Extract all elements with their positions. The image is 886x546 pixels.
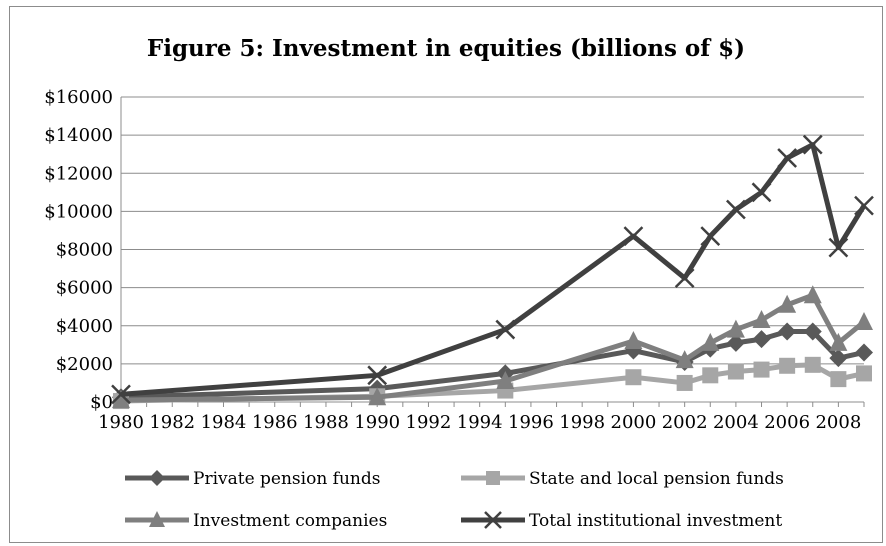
x-marker <box>623 226 644 247</box>
triangle-marker <box>726 319 745 338</box>
legend-label: Private pension funds <box>193 469 380 489</box>
square-marker <box>753 361 770 378</box>
triangle-marker <box>675 350 694 369</box>
triangle-marker <box>701 332 720 351</box>
x-tick-label: 2006 <box>764 412 810 433</box>
x-marker-stroke <box>674 268 695 288</box>
x-tick-label: 1982 <box>149 412 195 433</box>
x-marker-stroke <box>495 319 516 340</box>
x-marker-stroke <box>777 148 798 168</box>
x-tick-label: 1992 <box>406 412 452 433</box>
diamond-marker <box>752 330 771 349</box>
gridlines <box>121 96 864 365</box>
y-tick-label: $8000 <box>56 240 113 261</box>
x-marker <box>751 182 772 203</box>
x-tick-label: 1996 <box>508 412 554 433</box>
legend-item: Private pension funds <box>125 469 380 489</box>
triangle-marker <box>803 285 822 304</box>
x-tick-label: 1986 <box>252 412 298 433</box>
diamond-marker <box>855 343 873 362</box>
diamond-marker <box>803 322 822 341</box>
x-marker <box>854 195 874 216</box>
square-marker <box>727 363 744 380</box>
x-marker <box>495 319 516 340</box>
triangle-marker <box>496 371 515 390</box>
triangle-marker <box>112 390 130 409</box>
x-marker-stroke <box>623 226 644 247</box>
x-tick-label: 2004 <box>713 412 759 433</box>
x-marker <box>726 199 746 220</box>
square-marker <box>779 357 796 374</box>
triangle-marker <box>368 387 387 406</box>
y-tick-label: $6000 <box>56 278 113 299</box>
x-marker-stroke <box>751 182 772 203</box>
x-marker-stroke <box>367 365 388 386</box>
square-marker <box>625 369 642 386</box>
triangle-marker <box>855 311 873 330</box>
x-marker <box>111 384 131 405</box>
x-tick-label: 2002 <box>662 412 708 433</box>
x-tick-label: 1990 <box>354 412 400 433</box>
triangle-marker <box>624 331 643 349</box>
legend-item: Total institutional investment <box>461 511 782 531</box>
legend-item: State and local pension funds <box>461 469 784 489</box>
triangle-marker <box>829 332 848 351</box>
triangle-marker <box>778 294 797 313</box>
series-line <box>120 142 867 397</box>
legend-label: Investment companies <box>193 511 387 531</box>
series-lines <box>111 134 874 410</box>
x-marker <box>777 148 798 168</box>
x-tick-label: 1998 <box>559 412 605 433</box>
chart-title: Figure 5: Investment in equities (billio… <box>147 35 745 62</box>
diamond-marker <box>778 322 797 341</box>
x-tick-label: 2000 <box>611 412 657 433</box>
x-marker-stroke <box>726 199 746 220</box>
square-marker <box>830 371 847 388</box>
legend-item: Investment companies <box>125 511 387 531</box>
x-marker-stroke <box>828 237 849 258</box>
diamond-marker <box>726 333 745 352</box>
y-tick-label: $10000 <box>44 201 113 222</box>
diamond-marker <box>829 349 848 368</box>
legend-label: State and local pension funds <box>529 469 784 489</box>
x-tick-label: 1980 <box>98 412 144 433</box>
x-tick-label: 1994 <box>457 412 503 433</box>
legend-label: Total institutional investment <box>529 511 782 531</box>
legend: Private pension funds State and local pen… <box>125 469 784 531</box>
series-investment-companies <box>112 285 873 409</box>
x-tick-label: 2008 <box>815 412 861 433</box>
square-marker <box>702 367 719 384</box>
x-marker <box>484 511 502 529</box>
x-marker-stroke <box>484 511 502 529</box>
x-marker-stroke <box>111 384 131 405</box>
square-marker <box>486 471 500 485</box>
x-marker <box>700 226 721 247</box>
line-chart: Figure 5: Investment in equities (billio… <box>44 35 874 531</box>
x-tick-label: 1988 <box>303 412 349 433</box>
square-marker <box>856 365 872 382</box>
diamond-marker <box>149 470 165 486</box>
axes: $0 $2000 $4000 $6000 $8000 $10000 $12000 $14000… <box>44 87 865 433</box>
triangle-marker <box>149 511 165 527</box>
x-marker <box>674 268 695 288</box>
x-marker-stroke <box>854 195 874 216</box>
x-tick-label: 1984 <box>201 412 247 433</box>
square-marker <box>676 374 693 391</box>
y-tick-label: $0 <box>90 392 113 413</box>
x-marker-stroke <box>700 226 721 247</box>
y-tick-label: $16000 <box>44 87 113 108</box>
x-marker-stroke <box>802 134 823 155</box>
y-tick-label: $14000 <box>44 125 113 146</box>
y-tick-label: $2000 <box>56 354 113 375</box>
series-total-institutional-investment <box>111 134 874 405</box>
x-marker <box>367 365 388 386</box>
y-tick-label: $12000 <box>44 163 113 184</box>
chart-frame: Figure 5: Investment in equities (billio… <box>9 6 883 543</box>
square-marker <box>804 356 821 373</box>
x-marker <box>802 134 823 155</box>
triangle-marker <box>752 310 771 329</box>
x-marker <box>828 237 849 258</box>
y-tick-label: $4000 <box>56 316 113 337</box>
